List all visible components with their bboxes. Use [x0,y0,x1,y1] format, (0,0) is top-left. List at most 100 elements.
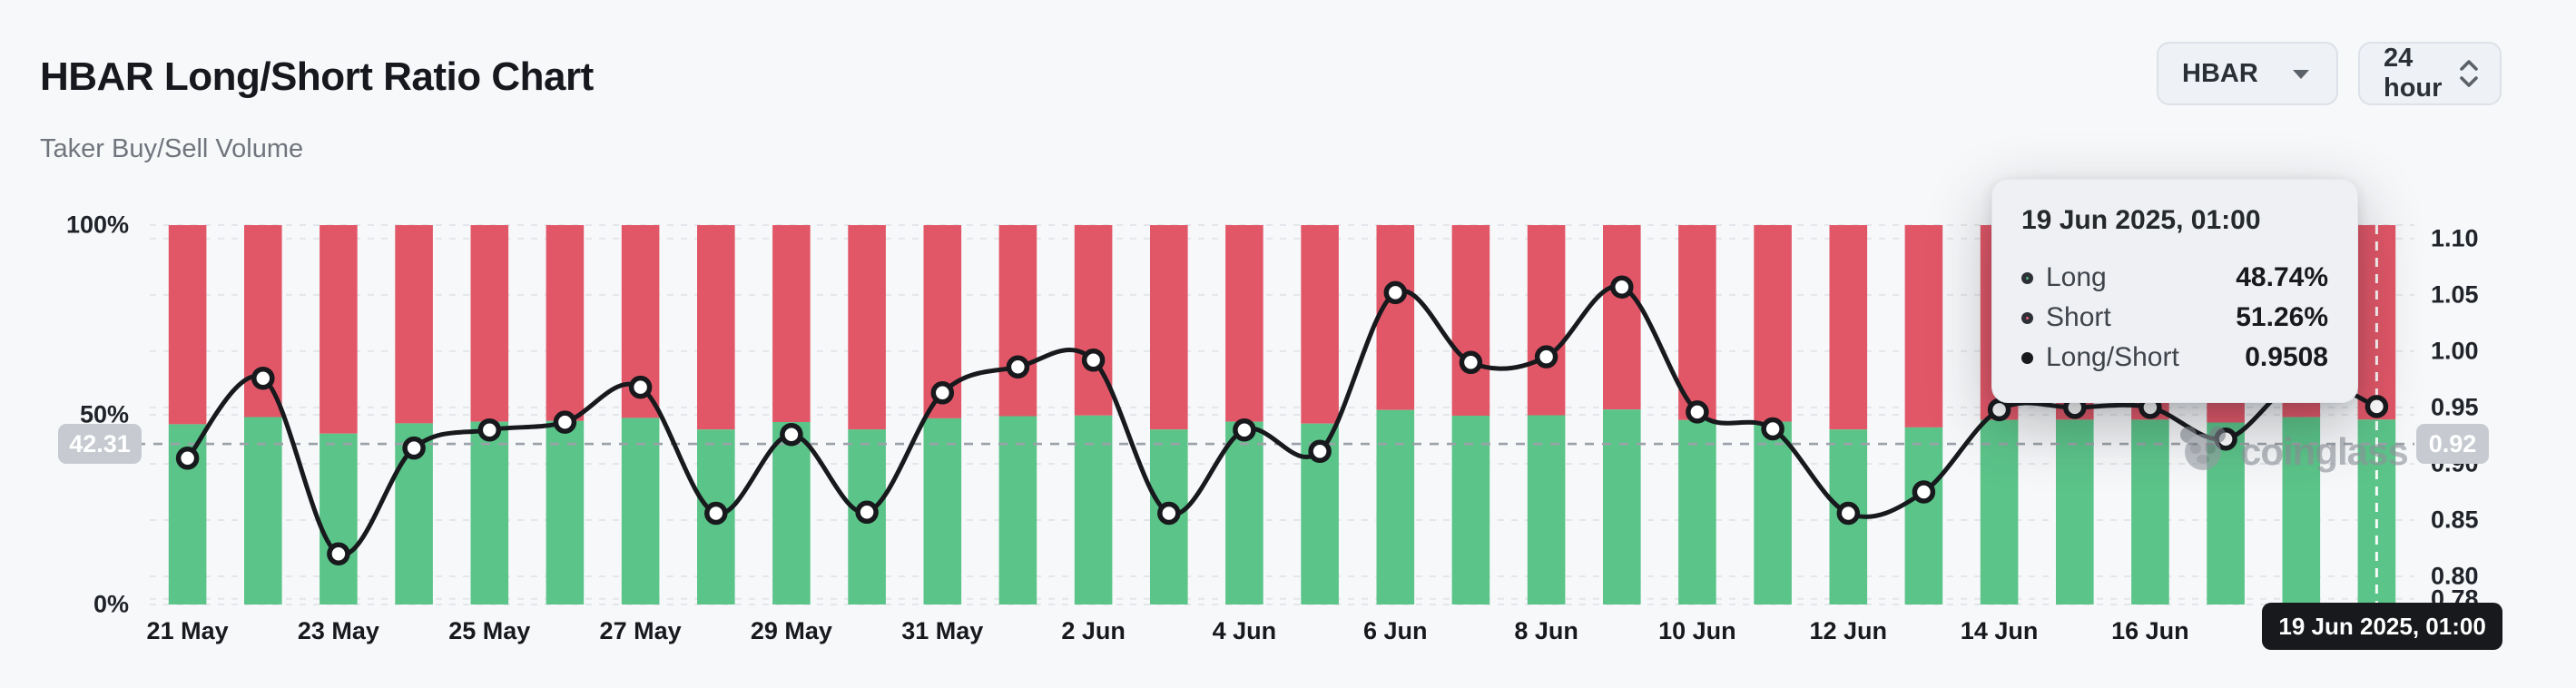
ratio-point[interactable] [1157,501,1181,526]
bar-long[interactable] [1074,415,1113,604]
bar-short[interactable] [1225,225,1263,422]
bar-long[interactable] [772,422,811,604]
ratio-point[interactable] [780,422,803,447]
ratio-point[interactable] [402,436,426,460]
bar-short[interactable] [395,225,433,424]
tooltip-longshort-label: Long/Short [2046,342,2179,372]
x-tick-label: 25 May [448,617,531,644]
bar-long[interactable] [1527,415,1566,605]
ratio-point[interactable] [1308,439,1332,464]
y-right-tick-label: 0.95 [2431,393,2479,421]
crosshair-date-badge: 19 Jun 2025, 01:00 [2262,603,2502,650]
bar-long[interactable] [998,416,1037,605]
bar-long[interactable] [1376,409,1415,604]
bar-long[interactable] [1225,421,1263,604]
symbol-dropdown-value: HBAR [2182,58,2258,88]
page-title: HBAR Long/Short Ratio Chart [40,54,594,99]
ratio-point[interactable] [477,418,502,442]
bar-short[interactable] [1603,225,1641,410]
bar-short[interactable] [546,225,585,421]
ratio-point[interactable] [1081,349,1106,372]
bar-long[interactable] [1754,421,1792,605]
bar-long[interactable] [1603,409,1641,604]
bar-short[interactable] [2357,225,2396,420]
ratio-point[interactable] [553,410,577,434]
bar-short[interactable] [320,225,358,434]
coinglass-watermark: coinglass [2177,423,2409,480]
ratio-point[interactable] [1610,275,1634,299]
ratio-point[interactable] [175,447,200,470]
tooltip-longshort-value: 0.9508 [2245,342,2328,372]
ratio-point[interactable] [2365,395,2389,418]
bar-short[interactable] [1754,225,1792,422]
symbol-dropdown[interactable]: HBAR [2157,42,2338,105]
bar-short[interactable] [848,225,886,430]
tooltip-rows: Long 48.74% Short 51.26% Long/Short 0.95… [2021,258,2328,378]
bar-short[interactable] [998,225,1037,417]
ratio-point[interactable] [1836,501,1861,526]
ratio-point[interactable] [628,375,653,399]
bar-long[interactable] [470,421,509,604]
x-tick-label: 6 Jun [1362,617,1428,644]
interval-dropdown-value: 24 hour [2384,44,2443,103]
bar-short[interactable] [1074,225,1113,416]
caret-down-icon [2289,65,2313,82]
x-tick-label: 21 May [146,617,229,644]
ratio-point[interactable] [855,500,879,525]
interval-dropdown[interactable]: 24 hour [2358,42,2502,105]
bar-short[interactable] [697,225,735,430]
ratio-point[interactable] [251,366,275,390]
y-right-tick-label: 0.80 [2431,562,2479,590]
bar-short[interactable] [1527,225,1566,416]
x-tick-label: 8 Jun [1514,617,1578,644]
y-left-tick-label: 50% [79,400,129,428]
coinglass-watermark-text: coinglass [2240,429,2409,473]
bar-short[interactable] [1829,225,1868,430]
x-tick-label: 4 Jun [1212,617,1277,644]
ratio-point[interactable] [1459,350,1483,375]
tooltip-long-value: 48.74% [2236,262,2328,292]
bar-short[interactable] [1150,225,1188,430]
tooltip-row-long: Long 48.74% [2021,258,2328,298]
bar-long[interactable] [546,420,585,604]
bar-long[interactable] [2056,419,2094,604]
crosshair-left-axis-badge: 42.31 [58,424,142,465]
bar-short[interactable] [1904,225,1943,428]
ratio-point[interactable] [1383,280,1408,305]
ratio-point[interactable] [1686,400,1709,424]
x-tick-label: 12 Jun [1809,617,1888,644]
ratio-point[interactable] [1761,417,1785,441]
bar-long[interactable] [2131,419,2169,604]
bar-long[interactable] [1904,427,1943,604]
chart-tooltip: 19 Jun 2025, 01:00 Long 48.74% Short 51.… [1991,179,2358,403]
ratio-point[interactable] [1006,355,1030,379]
bar-long[interactable] [1451,416,1490,604]
coinglass-panda-icon [2177,423,2229,480]
bar-long[interactable] [1678,419,1716,604]
ratio-point[interactable] [1912,480,1936,504]
bar-long[interactable] [320,433,358,604]
ratio-point[interactable] [930,381,955,405]
bar-short[interactable] [1376,225,1415,410]
x-tick-label: 16 Jun [2111,617,2189,644]
bar-long[interactable] [923,418,962,604]
ratio-point[interactable] [1233,418,1256,442]
tooltip-short-label: Short [2046,302,2111,332]
bar-short[interactable] [1678,225,1716,420]
bar-long[interactable] [244,417,282,605]
bar-long[interactable] [1980,419,2019,604]
bar-long[interactable] [2282,417,2321,604]
ratio-point[interactable] [327,542,350,565]
ratio-point[interactable] [704,501,728,526]
ratio-point[interactable] [1987,398,2011,422]
y-right-tick-label: 0.85 [2431,506,2479,534]
bar-short[interactable] [772,225,811,422]
bar-short[interactable] [1301,225,1339,424]
bar-short[interactable] [470,225,509,422]
bar-short[interactable] [1451,225,1490,416]
bar-long[interactable] [621,418,660,604]
bar-short[interactable] [168,225,207,425]
ratio-point[interactable] [1534,345,1558,369]
